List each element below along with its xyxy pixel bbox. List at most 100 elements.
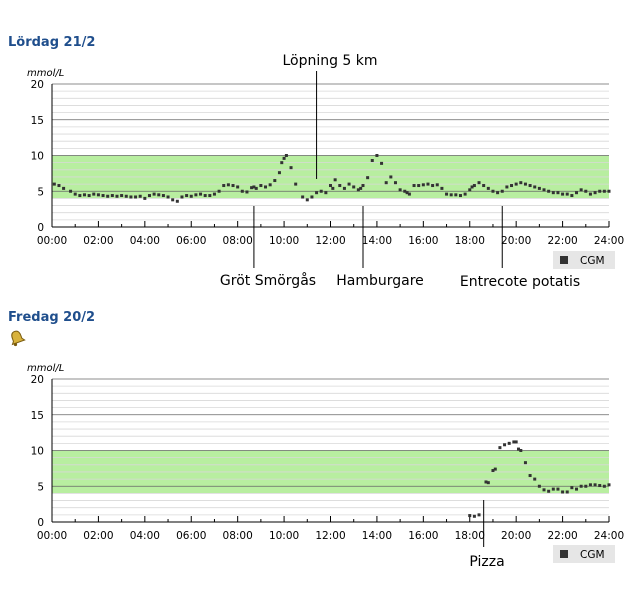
cgm-data-point bbox=[565, 490, 569, 494]
cgm-data-point bbox=[498, 446, 502, 450]
cgm-data-point bbox=[361, 184, 365, 188]
cgm-data-point bbox=[486, 481, 490, 485]
cgm-data-point bbox=[110, 194, 114, 198]
y-tick-label: 0 bbox=[37, 517, 44, 529]
cgm-data-point bbox=[484, 480, 488, 484]
cgm-data-point bbox=[324, 191, 328, 195]
cgm-data-point bbox=[222, 184, 226, 188]
cgm-data-point bbox=[252, 185, 256, 189]
cgm-data-point bbox=[203, 194, 207, 198]
x-tick-label: 24:00 bbox=[594, 235, 624, 247]
cgm-data-point bbox=[226, 183, 230, 187]
x-tick-label: 12:00 bbox=[315, 235, 345, 247]
cgm-data-point bbox=[294, 182, 298, 186]
cgm-data-point bbox=[194, 193, 198, 197]
cgm-data-point bbox=[607, 189, 611, 193]
day-title-friday: Fredag 20/2 bbox=[8, 310, 96, 325]
cgm-data-point bbox=[389, 175, 393, 179]
cgm-data-point bbox=[180, 195, 184, 199]
cgm-data-point bbox=[493, 467, 497, 471]
cgm-data-point bbox=[565, 192, 569, 196]
x-tick-label: 14:00 bbox=[362, 530, 392, 542]
cgm-data-point bbox=[175, 199, 179, 203]
x-tick-label: 08:00 bbox=[223, 235, 253, 247]
cgm-data-point bbox=[417, 184, 421, 188]
y-tick-label: 10 bbox=[31, 446, 44, 458]
cgm-data-point bbox=[212, 192, 216, 196]
cgm-data-point bbox=[503, 443, 507, 447]
bell-icon[interactable] bbox=[8, 329, 26, 347]
cgm-data-point bbox=[92, 192, 96, 196]
cgm-data-point bbox=[152, 192, 156, 196]
cgm-data-point bbox=[329, 184, 332, 188]
annotation-label: Löpning 5 km bbox=[282, 53, 377, 69]
cgm-data-point bbox=[537, 186, 541, 190]
cgm-data-point bbox=[523, 461, 527, 465]
cgm-data-point bbox=[52, 182, 56, 186]
cgm-data-point bbox=[579, 484, 583, 488]
cgm-data-point bbox=[259, 184, 263, 188]
cgm-data-point bbox=[468, 188, 472, 192]
cgm-data-point bbox=[588, 483, 592, 487]
x-tick-label: 20:00 bbox=[501, 530, 531, 542]
cgm-data-point bbox=[342, 186, 346, 190]
x-tick-label: 00:00 bbox=[37, 530, 67, 542]
cgm-data-point bbox=[602, 189, 606, 193]
cgm-data-point bbox=[236, 185, 240, 189]
cgm-data-point bbox=[491, 469, 495, 473]
cgm-data-point bbox=[231, 184, 235, 188]
cgm-data-point bbox=[305, 198, 309, 202]
x-tick-label: 18:00 bbox=[455, 235, 485, 247]
y-tick-label: 10 bbox=[31, 151, 44, 163]
cgm-data-point bbox=[575, 487, 579, 491]
cgm-data-point bbox=[542, 188, 546, 192]
cgm-data-point bbox=[477, 181, 481, 185]
cgm-data-point bbox=[449, 193, 453, 197]
y-tick-label: 20 bbox=[31, 79, 44, 91]
cgm-data-point bbox=[570, 486, 574, 490]
x-tick-label: 04:00 bbox=[130, 530, 160, 542]
y-tick-label: 15 bbox=[31, 410, 44, 422]
cgm-data-point bbox=[370, 159, 374, 163]
x-tick-label: 06:00 bbox=[176, 235, 206, 247]
cgm-data-point bbox=[240, 189, 244, 193]
cgm-data-point bbox=[533, 477, 537, 481]
legend-box bbox=[553, 545, 615, 563]
cgm-data-point bbox=[542, 488, 546, 492]
y-tick-label: 5 bbox=[37, 186, 44, 198]
cgm-data-point bbox=[463, 192, 467, 196]
cgm-data-point bbox=[514, 182, 518, 186]
cgm-data-point bbox=[352, 185, 356, 189]
cgm-data-point bbox=[528, 184, 532, 188]
cgm-data-point bbox=[284, 154, 288, 157]
cgm-data-point bbox=[199, 192, 203, 196]
cgm-data-point bbox=[570, 194, 574, 198]
cgm-data-point bbox=[403, 189, 407, 193]
x-tick-label: 12:00 bbox=[315, 530, 345, 542]
cgm-data-point bbox=[519, 181, 523, 185]
cgm-data-point bbox=[607, 483, 611, 487]
cgm-data-point bbox=[338, 184, 342, 188]
cgm-data-point bbox=[537, 484, 541, 488]
y-tick-label: 5 bbox=[37, 481, 44, 493]
cgm-data-point bbox=[273, 179, 277, 183]
annotation-label: Hamburgare bbox=[336, 273, 424, 289]
cgm-data-point bbox=[482, 184, 486, 188]
cgm-data-point bbox=[407, 192, 411, 196]
cgm-data-point bbox=[468, 514, 472, 518]
cgm-data-point bbox=[579, 188, 583, 192]
cgm-data-point bbox=[280, 161, 284, 165]
cgm-data-point bbox=[189, 194, 193, 198]
cgm-data-point bbox=[69, 189, 73, 193]
cgm-data-point bbox=[398, 188, 402, 192]
cgm-data-point bbox=[282, 156, 286, 160]
cgm-data-point bbox=[472, 184, 476, 188]
cgm-data-point bbox=[171, 198, 175, 202]
x-tick-label: 22:00 bbox=[547, 235, 577, 247]
cgm-data-point bbox=[289, 166, 293, 170]
cgm-data-point bbox=[516, 447, 520, 451]
cgm-data-point bbox=[440, 186, 444, 190]
cgm-data-point bbox=[477, 513, 481, 517]
